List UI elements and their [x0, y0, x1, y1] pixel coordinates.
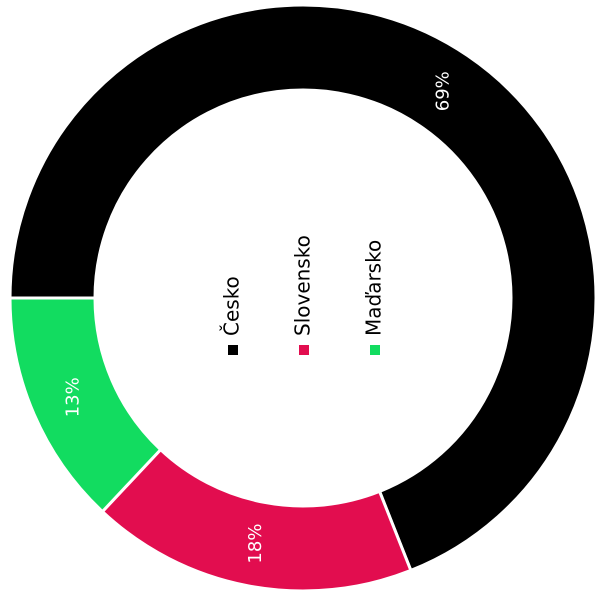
- donut-segment: [8, 3, 597, 573]
- legend-label: Česko: [220, 276, 244, 336]
- legend-label: Maďarsko: [362, 240, 386, 336]
- data-label: 18%: [245, 524, 266, 564]
- legend-label: Slovensko: [291, 235, 315, 336]
- legend-swatch: [299, 345, 309, 355]
- donut-segment: [100, 447, 413, 593]
- data-label: 13%: [63, 377, 84, 417]
- legend-swatch: [228, 345, 238, 355]
- donut-segment: [8, 296, 163, 514]
- legend-swatch: [370, 345, 380, 355]
- data-label: 69%: [433, 71, 454, 111]
